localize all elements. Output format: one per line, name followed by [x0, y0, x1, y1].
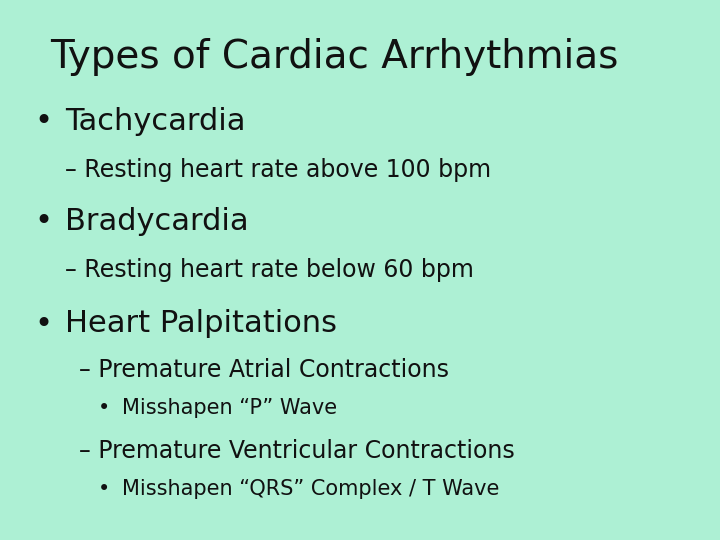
Text: Tachycardia: Tachycardia — [65, 107, 246, 136]
Text: Misshapen “QRS” Complex / T Wave: Misshapen “QRS” Complex / T Wave — [122, 478, 500, 499]
Text: Heart Palpitations: Heart Palpitations — [65, 309, 337, 339]
Text: – Resting heart rate below 60 bpm: – Resting heart rate below 60 bpm — [65, 258, 474, 282]
Text: •: • — [34, 107, 53, 136]
Text: Types of Cardiac Arrhythmias: Types of Cardiac Arrhythmias — [50, 38, 618, 76]
Text: •: • — [34, 207, 53, 236]
Text: – Resting heart rate above 100 bpm: – Resting heart rate above 100 bpm — [65, 158, 491, 182]
Text: Misshapen “P” Wave: Misshapen “P” Wave — [122, 397, 338, 418]
Text: •: • — [34, 309, 53, 339]
Text: – Premature Ventricular Contractions: – Premature Ventricular Contractions — [79, 439, 515, 463]
Text: •: • — [98, 478, 111, 499]
Text: •: • — [98, 397, 111, 418]
Text: – Premature Atrial Contractions: – Premature Atrial Contractions — [79, 358, 449, 382]
Text: Bradycardia: Bradycardia — [65, 207, 248, 236]
